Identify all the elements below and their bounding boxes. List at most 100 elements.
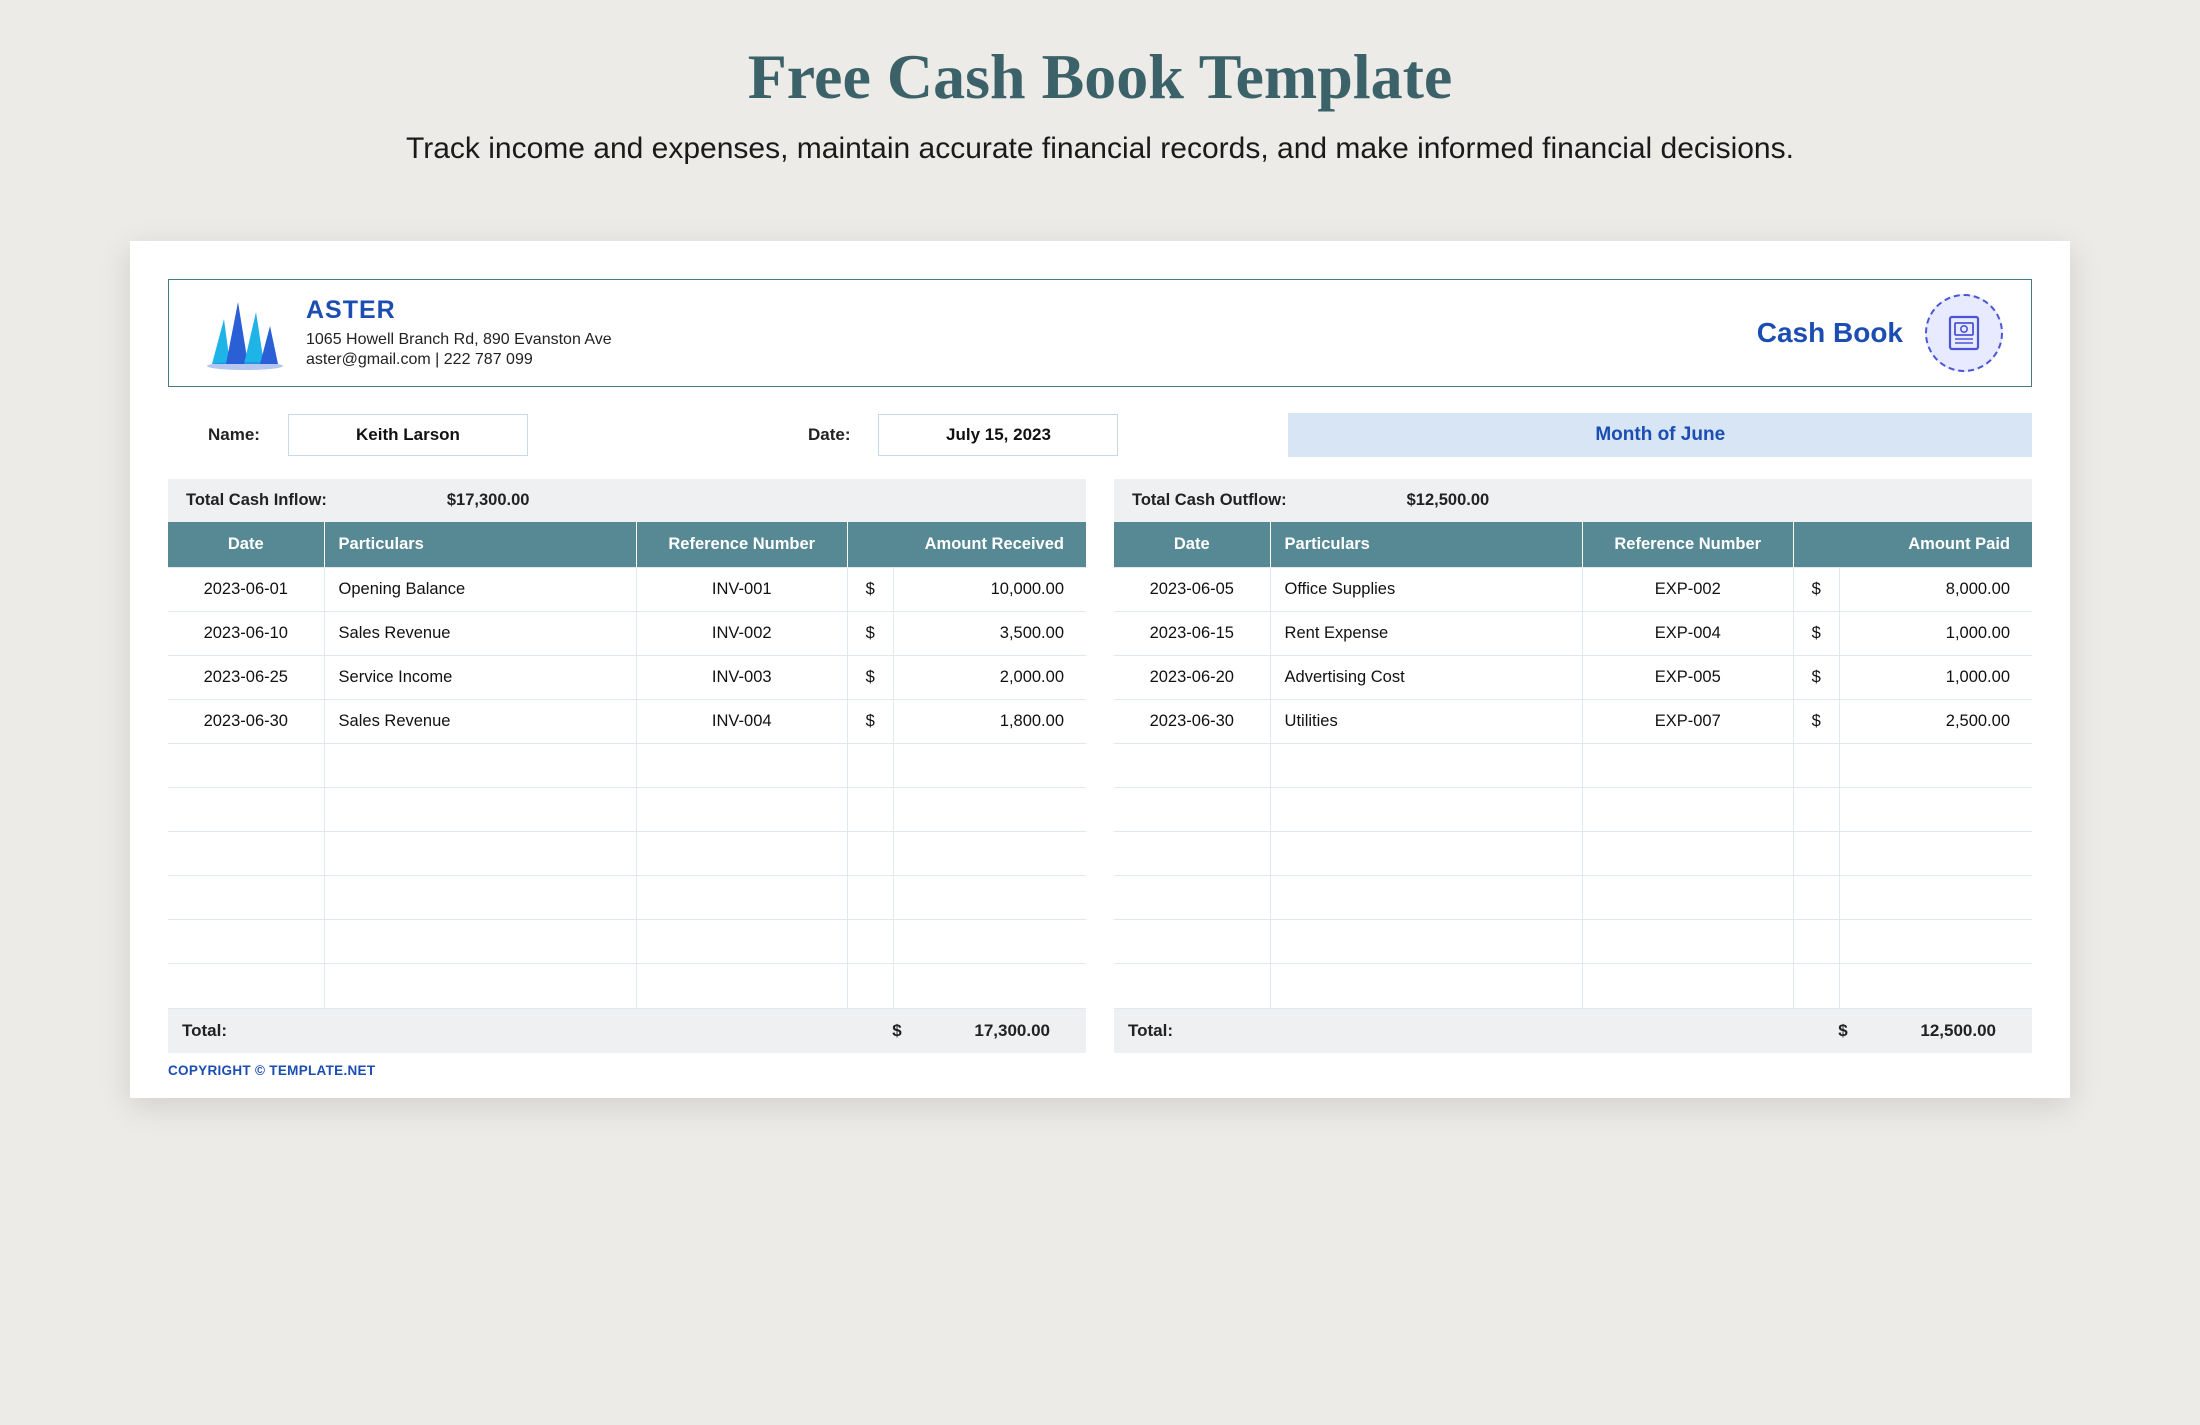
cell-particulars: Sales Revenue [324,612,636,656]
name-field[interactable]: Keith Larson [288,414,528,456]
table-row[interactable] [1114,832,2032,876]
column-header: Amount Received [847,522,1086,568]
currency-symbol: $ [1793,656,1839,700]
table-row[interactable] [1114,920,2032,964]
cell-amount: 2,500.00 [1839,700,2032,744]
outflow-table: DateParticularsReference NumberAmount Pa… [1114,522,2032,1008]
cell-particulars: Rent Expense [1270,612,1582,656]
cell-reference: EXP-007 [1582,700,1793,744]
cell-reference: EXP-002 [1582,568,1793,612]
currency-symbol: $ [882,1021,912,1041]
inflow-summary-value: $17,300.00 [447,491,530,510]
cell-particulars: Opening Balance [324,568,636,612]
cell-particulars: Utilities [1270,700,1582,744]
column-header: Date [1114,522,1270,568]
table-row[interactable] [1114,744,2032,788]
column-header: Particulars [324,522,636,568]
cell-reference: EXP-005 [1582,656,1793,700]
cell-date: 2023-06-30 [168,700,324,744]
copyright-text: COPYRIGHT © TEMPLATE.NET [168,1063,2032,1078]
table-row[interactable]: 2023-06-01Opening BalanceINV-001$10,000.… [168,568,1086,612]
cell-particulars: Office Supplies [1270,568,1582,612]
outflow-total-value: 12,500.00 [1858,1021,2018,1041]
company-name: ASTER [306,296,1757,325]
document-header: ASTER 1065 Howell Branch Rd, 890 Evansto… [168,279,2032,387]
cell-amount: 1,800.00 [893,700,1086,744]
table-row[interactable]: 2023-06-30Sales RevenueINV-004$1,800.00 [168,700,1086,744]
currency-symbol: $ [847,700,893,744]
cell-date: 2023-06-25 [168,656,324,700]
table-row[interactable] [168,964,1086,1008]
column-header: Particulars [1270,522,1582,568]
table-row[interactable]: 2023-06-15Rent ExpenseEXP-004$1,000.00 [1114,612,2032,656]
table-row[interactable] [168,788,1086,832]
outflow-block: Total Cash Outflow: $12,500.00 DateParti… [1114,479,2032,1053]
currency-symbol: $ [1828,1021,1858,1041]
cell-amount: 1,000.00 [1839,656,2032,700]
table-row[interactable]: 2023-06-10Sales RevenueINV-002$3,500.00 [168,612,1086,656]
company-block: ASTER 1065 Howell Branch Rd, 890 Evansto… [306,296,1757,371]
table-row[interactable]: 2023-06-30UtilitiesEXP-007$2,500.00 [1114,700,2032,744]
table-row[interactable] [168,744,1086,788]
table-row[interactable] [1114,964,2032,1008]
currency-symbol: $ [1793,612,1839,656]
page-header: Free Cash Book Template Track income and… [0,0,2200,196]
page-subtitle: Track income and expenses, maintain accu… [120,132,2080,166]
inflow-table: DateParticularsReference NumberAmount Re… [168,522,1086,1008]
table-row[interactable] [168,832,1086,876]
outflow-summary-value: $12,500.00 [1407,491,1490,510]
cell-particulars: Sales Revenue [324,700,636,744]
inflow-total-label: Total: [182,1021,882,1041]
meta-row: Name: Keith Larson Date: July 15, 2023 M… [168,413,2032,457]
cell-particulars: Advertising Cost [1270,656,1582,700]
currency-symbol: $ [1793,700,1839,744]
outflow-summary: Total Cash Outflow: $12,500.00 [1114,479,2032,522]
inflow-summary: Total Cash Inflow: $17,300.00 [168,479,1086,522]
date-label: Date: [768,425,879,445]
inflow-summary-label: Total Cash Inflow: [186,491,327,510]
currency-symbol: $ [847,656,893,700]
column-header: Date [168,522,324,568]
table-row[interactable]: 2023-06-25Service IncomeINV-003$2,000.00 [168,656,1086,700]
outflow-total-row: Total: $ 12,500.00 [1114,1008,2032,1053]
column-header: Reference Number [636,522,847,568]
cell-reference: EXP-004 [1582,612,1793,656]
table-row[interactable] [1114,788,2032,832]
company-address: 1065 Howell Branch Rd, 890 Evanston Ave [306,331,1757,349]
cell-amount: 2,000.00 [893,656,1086,700]
currency-symbol: $ [847,568,893,612]
cell-reference: INV-002 [636,612,847,656]
cash-book-sheet: ASTER 1065 Howell Branch Rd, 890 Evansto… [130,241,2070,1098]
outflow-total-label: Total: [1128,1021,1828,1041]
cell-date: 2023-06-01 [168,568,324,612]
cell-amount: 3,500.00 [893,612,1086,656]
currency-symbol: $ [1793,568,1839,612]
table-row[interactable] [1114,876,2032,920]
table-row[interactable]: 2023-06-05Office SuppliesEXP-002$8,000.0… [1114,568,2032,612]
currency-symbol: $ [847,612,893,656]
column-header: Reference Number [1582,522,1793,568]
cell-date: 2023-06-05 [1114,568,1270,612]
outflow-summary-label: Total Cash Outflow: [1132,491,1287,510]
cell-amount: 1,000.00 [1839,612,2032,656]
company-logo-icon [197,294,292,372]
table-row[interactable] [168,920,1086,964]
book-icon [1925,294,2003,372]
cell-date: 2023-06-30 [1114,700,1270,744]
inflow-total-row: Total: $ 17,300.00 [168,1008,1086,1053]
table-row[interactable]: 2023-06-20Advertising CostEXP-005$1,000.… [1114,656,2032,700]
column-header: Amount Paid [1793,522,2032,568]
cell-reference: INV-003 [636,656,847,700]
company-contact: aster@gmail.com | 222 787 099 [306,351,1757,369]
document-title: Cash Book [1757,317,1903,349]
cell-date: 2023-06-15 [1114,612,1270,656]
page-title: Free Cash Book Template [120,40,2080,114]
cell-reference: INV-004 [636,700,847,744]
inflow-total-value: 17,300.00 [912,1021,1072,1041]
cell-particulars: Service Income [324,656,636,700]
cell-amount: 8,000.00 [1839,568,2032,612]
date-field[interactable]: July 15, 2023 [878,414,1118,456]
cell-date: 2023-06-10 [168,612,324,656]
table-row[interactable] [168,876,1086,920]
cell-amount: 10,000.00 [893,568,1086,612]
